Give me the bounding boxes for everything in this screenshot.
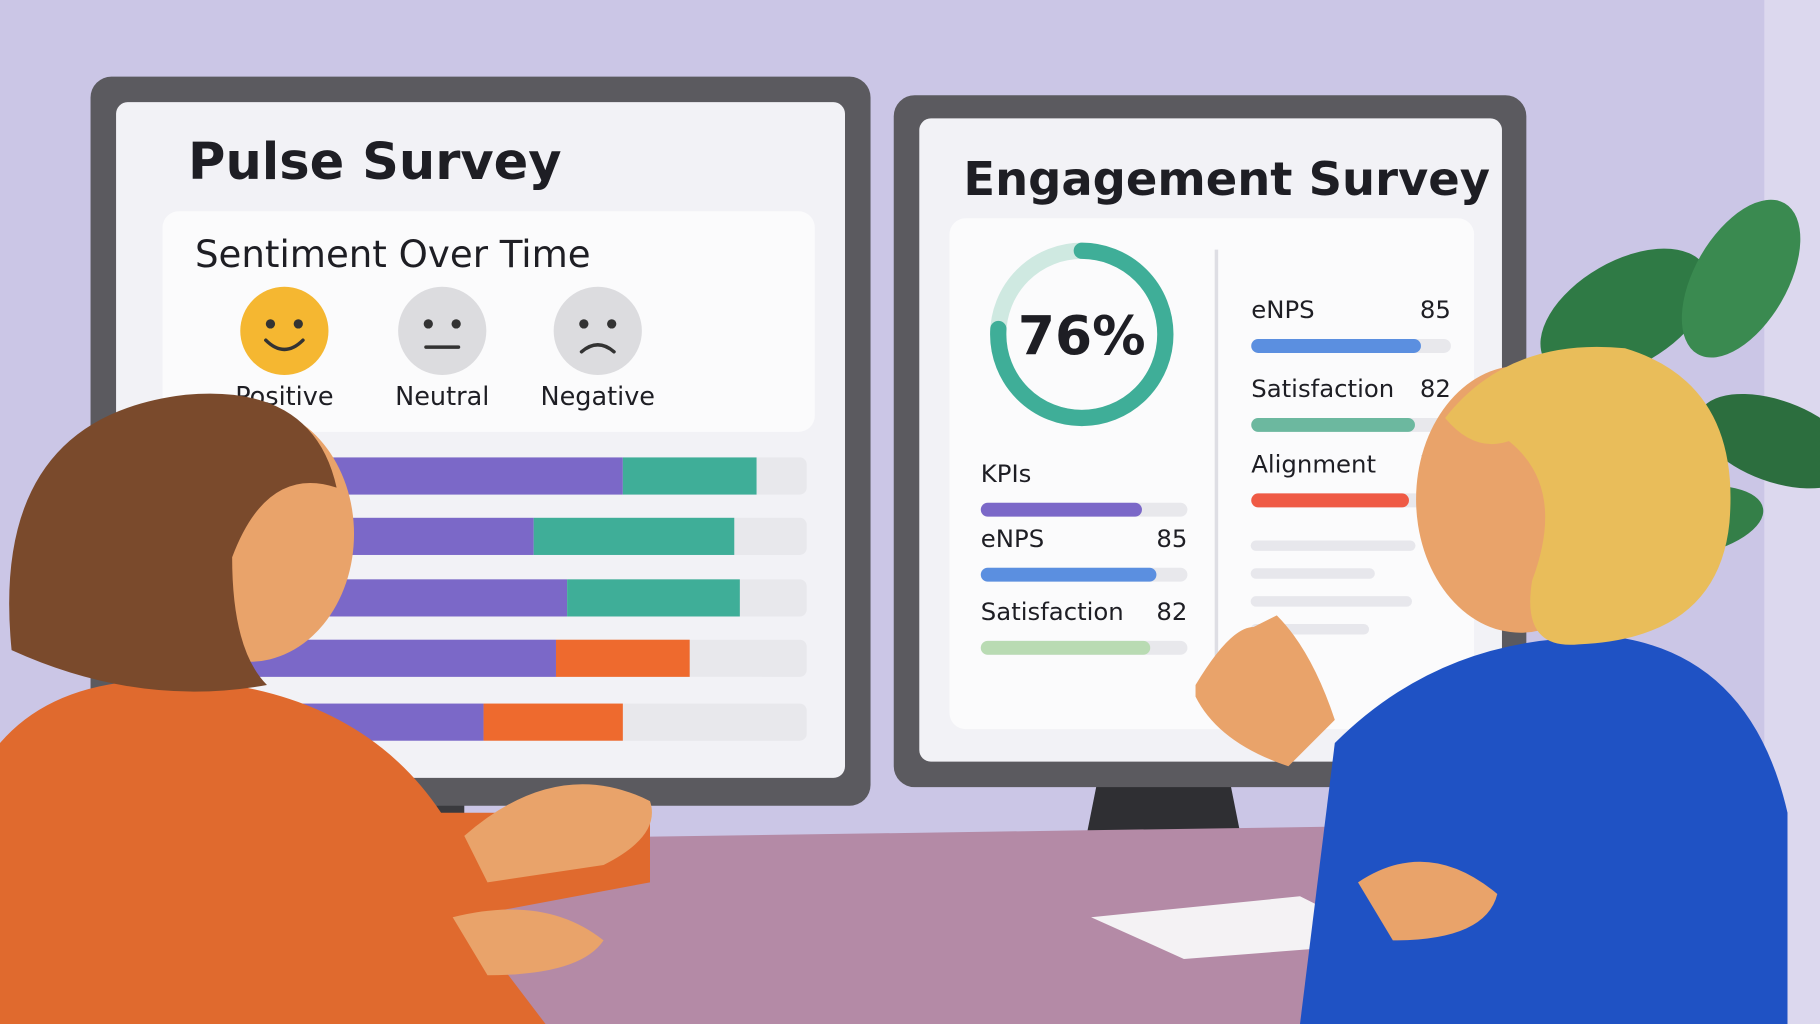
face-eye	[265, 319, 276, 329]
sentiment-face	[553, 286, 642, 376]
face-eye	[451, 319, 461, 329]
metric-bar	[980, 502, 1142, 517]
face-eye	[579, 319, 589, 329]
metric-bar	[1251, 339, 1421, 353]
bar-segment	[533, 517, 735, 555]
face-mouth	[579, 343, 616, 354]
metric-label: eNPS	[1251, 295, 1314, 324]
engagement-content: 76% KPIs eNPS 85 Satisfaction 82 eNPS 85 Satisfa…	[980, 242, 1451, 655]
pulse-content: Positive Neutral Negative	[235, 286, 807, 741]
title: Pulse Survey	[188, 133, 562, 192]
metric-label: KPIs	[981, 459, 1032, 488]
metric-value: 85	[1156, 524, 1187, 553]
title: Engagement Survey	[963, 152, 1490, 206]
person-right	[1195, 346, 1788, 1024]
metric-label: eNPS	[981, 524, 1044, 553]
card	[162, 211, 815, 432]
metric-bar	[1251, 493, 1409, 508]
ring-arc	[990, 242, 1174, 427]
metric-value: 85	[1420, 295, 1451, 324]
bar-segment	[567, 579, 740, 617]
bar-segment	[483, 703, 623, 741]
legend-label: Neutral	[395, 382, 489, 412]
face-eye	[293, 319, 303, 329]
score-label: 76%	[1018, 304, 1146, 367]
metric-value: 82	[1420, 374, 1451, 403]
metric-bar	[980, 640, 1151, 655]
sentiment-face	[398, 286, 487, 376]
metric-label: Alignment	[1251, 450, 1376, 479]
sentiment-face	[240, 286, 329, 376]
bar-segment	[249, 639, 556, 677]
face-mouth	[264, 338, 305, 352]
monitor-stand	[1085, 783, 1242, 842]
subtitle: Sentiment Over Time	[195, 233, 591, 276]
face-eye	[607, 319, 617, 329]
person-left	[0, 393, 652, 1024]
metric-label: Satisfaction	[1251, 374, 1394, 403]
bar-segment	[622, 457, 757, 495]
face-eye	[423, 319, 433, 329]
metric-value: 82	[1156, 597, 1187, 626]
bar-segment	[555, 639, 690, 677]
legend-label: Negative	[541, 382, 656, 412]
metric-label: Satisfaction	[981, 597, 1124, 626]
metric-bar	[980, 567, 1157, 582]
metric-bar	[1251, 417, 1415, 432]
